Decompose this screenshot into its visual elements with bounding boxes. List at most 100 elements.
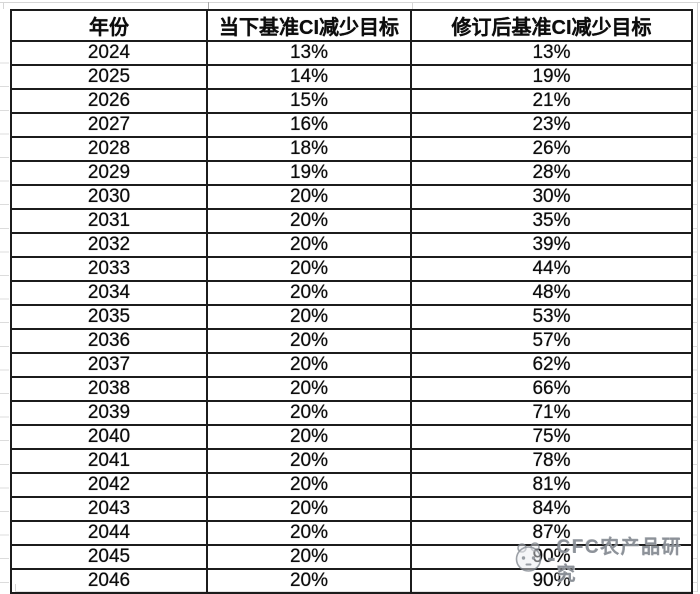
revised-target-cell: 30% — [410, 184, 693, 210]
revised-target-cell: 19% — [410, 64, 693, 90]
current-target-cell: 13% — [206, 40, 412, 66]
current-target-cell: 20% — [206, 328, 412, 354]
current-target-cell: 20% — [206, 544, 412, 570]
header-row: 年份 当下基准CI减少目标 修订后基准CI减少目标 — [10, 9, 693, 42]
year-cell: 2030 — [10, 184, 208, 210]
year-cell: 2024 — [10, 40, 208, 66]
table-row: 2031 20% 35% — [10, 208, 693, 234]
table-row: 2040 20% 75% — [10, 424, 693, 450]
year-cell: 2026 — [10, 88, 208, 114]
current-target-cell: 20% — [206, 496, 412, 522]
table-row: 2024 13% 13% — [10, 40, 693, 66]
revised-target-cell: 13% — [410, 40, 693, 66]
revised-target-cell: 39% — [410, 232, 693, 258]
current-target-cell: 16% — [206, 112, 412, 138]
revised-target-cell: 71% — [410, 400, 693, 426]
table-header: 年份 当下基准CI减少目标 修订后基准CI减少目标 — [10, 9, 693, 42]
excel-gridline-col1-stub — [208, 2, 209, 9]
table-row: 2033 20% 44% — [10, 256, 693, 282]
revised-target-cell: 28% — [410, 160, 693, 186]
year-cell: 2033 — [10, 256, 208, 282]
table-row: 2037 20% 62% — [10, 352, 693, 378]
year-cell: 2036 — [10, 328, 208, 354]
table-row: 2027 16% 23% — [10, 112, 693, 138]
table-row: 2035 20% 53% — [10, 304, 693, 330]
revised-target-cell: 57% — [410, 328, 693, 354]
current-target-cell: 20% — [206, 208, 412, 234]
revised-target-cell: 66% — [410, 376, 693, 402]
year-cell: 2045 — [10, 544, 208, 570]
ci-reduction-target-table: 年份 当下基准CI减少目标 修订后基准CI减少目标 2024 13% 13% 2… — [10, 9, 693, 594]
current-target-cell: 15% — [206, 88, 412, 114]
year-cell: 2032 — [10, 232, 208, 258]
revised-target-cell: 23% — [410, 112, 693, 138]
revised-target-cell: 48% — [410, 280, 693, 306]
revised-target-cell: 75% — [410, 424, 693, 450]
year-cell: 2040 — [10, 424, 208, 450]
current-target-cell: 20% — [206, 472, 412, 498]
current-target-cell: 20% — [206, 184, 412, 210]
year-cell: 2046 — [10, 568, 208, 594]
current-target-cell: 19% — [206, 160, 412, 186]
table-row: 2041 20% 78% — [10, 448, 693, 474]
excel-gridline-top-horizontal — [0, 2, 700, 3]
year-cell: 2029 — [10, 160, 208, 186]
revised-target-cell: 90% — [410, 568, 693, 594]
year-cell: 2039 — [10, 400, 208, 426]
current-target-cell: 20% — [206, 400, 412, 426]
revised-target-cell: 21% — [410, 88, 693, 114]
current-target-cell: 20% — [206, 256, 412, 282]
table-row: 2046 20% 90% — [10, 568, 693, 594]
year-cell: 2042 — [10, 472, 208, 498]
current-target-cell: 20% — [206, 376, 412, 402]
year-cell: 2035 — [10, 304, 208, 330]
current-target-cell: 20% — [206, 448, 412, 474]
current-target-cell: 20% — [206, 232, 412, 258]
revised-target-cell: 35% — [410, 208, 693, 234]
revised-target-cell: 53% — [410, 304, 693, 330]
excel-gridline-col2-stub — [412, 2, 413, 9]
revised-target-cell: 26% — [410, 136, 693, 162]
table-row: 2025 14% 19% — [10, 64, 693, 90]
table-row: 2036 20% 57% — [10, 328, 693, 354]
year-cell: 2037 — [10, 352, 208, 378]
year-cell: 2025 — [10, 64, 208, 90]
table-row: 2034 20% 48% — [10, 280, 693, 306]
revised-target-cell: 84% — [410, 496, 693, 522]
table-row: 2045 20% 90% — [10, 544, 693, 570]
current-target-cell: 20% — [206, 568, 412, 594]
current-target-cell: 14% — [206, 64, 412, 90]
table-row: 2028 18% 26% — [10, 136, 693, 162]
current-target-cell: 20% — [206, 520, 412, 546]
current-target-cell: 18% — [206, 136, 412, 162]
year-cell: 2041 — [10, 448, 208, 474]
table-row: 2044 20% 87% — [10, 520, 693, 546]
revised-target-cell: 87% — [410, 520, 693, 546]
revised-target-cell: 81% — [410, 472, 693, 498]
current-target-cell: 20% — [206, 424, 412, 450]
excel-gridline-left-stub — [3, 2, 4, 9]
revised-target-cell: 78% — [410, 448, 693, 474]
year-cell: 2044 — [10, 520, 208, 546]
revised-target-cell: 62% — [410, 352, 693, 378]
table-row: 2029 19% 28% — [10, 160, 693, 186]
year-cell: 2031 — [10, 208, 208, 234]
year-cell: 2027 — [10, 112, 208, 138]
year-cell: 2034 — [10, 280, 208, 306]
current-target-cell: 20% — [206, 304, 412, 330]
table-row: 2032 20% 39% — [10, 232, 693, 258]
column-header-year: 年份 — [10, 9, 208, 42]
table-row: 2026 15% 21% — [10, 88, 693, 114]
current-target-cell: 20% — [206, 280, 412, 306]
table-row: 2042 20% 81% — [10, 472, 693, 498]
revised-target-cell: 44% — [410, 256, 693, 282]
table-row: 2039 20% 71% — [10, 400, 693, 426]
table-body: 2024 13% 13% 2025 14% 19% 2026 15% 21% 2… — [10, 40, 693, 594]
year-cell: 2038 — [10, 376, 208, 402]
excel-row-gridline-stubs-left — [0, 40, 9, 584]
year-cell: 2043 — [10, 496, 208, 522]
excel-row-gridline-stubs-right — [692, 40, 698, 584]
current-target-cell: 20% — [206, 352, 412, 378]
table-row: 2038 20% 66% — [10, 376, 693, 402]
